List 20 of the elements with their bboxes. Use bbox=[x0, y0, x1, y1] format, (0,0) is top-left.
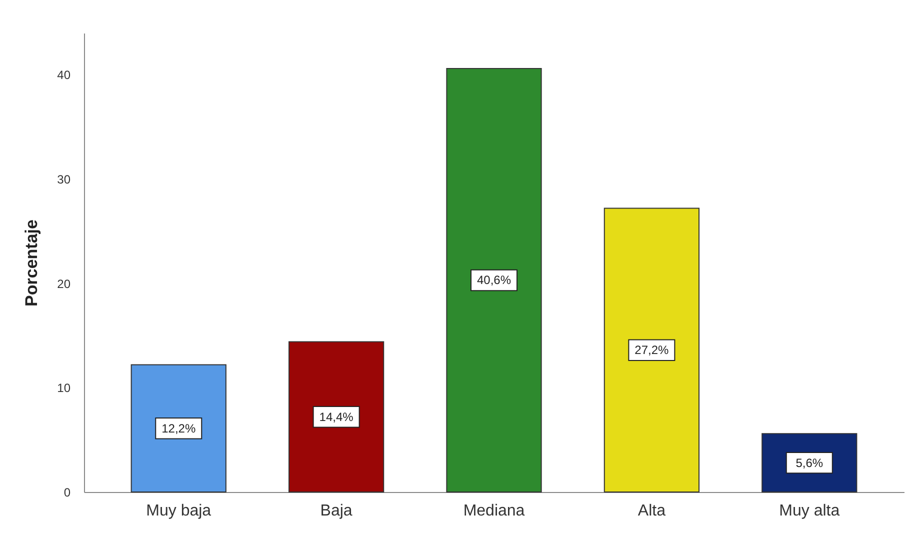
y-tick-label: 30 bbox=[57, 172, 71, 187]
y-tick-label: 10 bbox=[57, 381, 71, 396]
x-tick-label: Baja bbox=[320, 502, 352, 520]
data-label: 27,2% bbox=[634, 343, 670, 358]
bar bbox=[604, 208, 700, 492]
y-axis-title: Porcentaje bbox=[22, 220, 42, 306]
bar bbox=[130, 364, 226, 492]
x-tick-label: Alta bbox=[638, 502, 666, 520]
data-label: 12,2% bbox=[162, 421, 196, 436]
bar bbox=[288, 341, 384, 492]
y-tick-label: 20 bbox=[57, 276, 71, 291]
x-tick-label: Mediana bbox=[463, 502, 525, 520]
x-tick-label: Muy baja bbox=[146, 502, 212, 520]
data-label: 40,6% bbox=[476, 273, 512, 288]
data-label: 14,4% bbox=[319, 410, 354, 424]
bar bbox=[446, 68, 542, 492]
y-tick-label: 40 bbox=[57, 68, 71, 82]
data-label: 5,6% bbox=[796, 456, 824, 470]
x-tick-label: Muy alta bbox=[779, 502, 840, 520]
y-tick-label: 0 bbox=[64, 486, 71, 500]
